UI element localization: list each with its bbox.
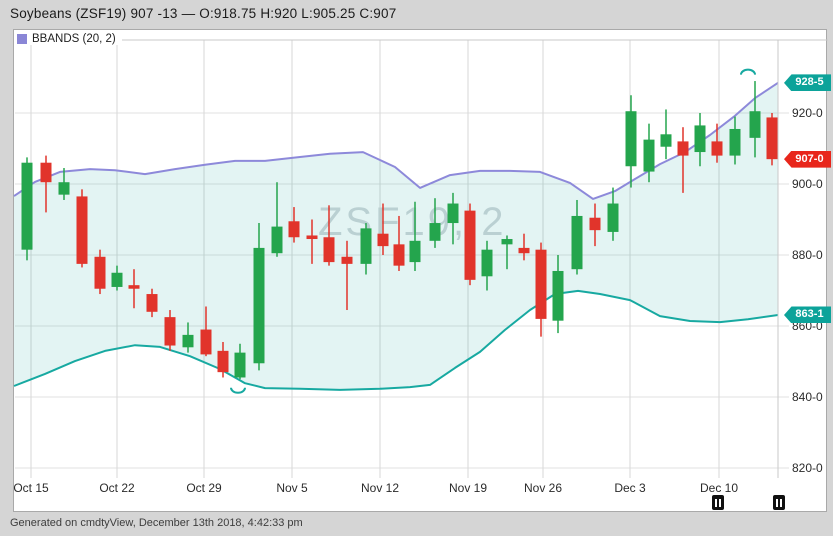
- bbands-fill-area: [14, 82, 778, 390]
- candle-body-nov23[interactable]: [518, 247, 530, 254]
- candle-body-dec13[interactable]: [766, 117, 778, 160]
- x-axis-tick-nov26: Nov 26: [523, 481, 563, 495]
- candle-body-nov14[interactable]: [409, 240, 421, 263]
- candle-body-oct26[interactable]: [182, 334, 194, 348]
- candle-body-nov5[interactable]: [288, 221, 300, 238]
- price-badge-907-0: 907-0: [784, 150, 831, 168]
- candle-body-oct19[interactable]: [94, 256, 106, 289]
- bbands-legend-label: BBANDS (20, 2): [32, 33, 116, 45]
- candle-body-oct23[interactable]: [128, 285, 140, 289]
- candle-body-oct18[interactable]: [76, 196, 88, 264]
- candle-body-nov2[interactable]: [271, 226, 283, 254]
- candle-body-nov29[interactable]: [589, 217, 601, 231]
- candle-body-dec3[interactable]: [625, 111, 637, 167]
- candle-body-nov16[interactable]: [447, 203, 459, 224]
- candle-body-nov27[interactable]: [552, 270, 564, 321]
- candle-body-nov12[interactable]: [377, 233, 389, 247]
- candle-body-dec11[interactable]: [729, 128, 741, 156]
- candle-body-dec4[interactable]: [643, 139, 655, 172]
- price-badge-928-5: 928-5: [784, 74, 831, 92]
- candle-body-dec5[interactable]: [660, 134, 672, 147]
- bbands-lower-line: [13, 289, 779, 391]
- candle-body-nov30[interactable]: [607, 203, 619, 232]
- candle-body-dec10[interactable]: [711, 141, 723, 156]
- candle-body-dec6[interactable]: [677, 141, 689, 156]
- candle-body-oct29[interactable]: [200, 329, 212, 355]
- y-axis-tick-840-0: 840-0: [792, 390, 823, 404]
- candle-body-oct17[interactable]: [58, 182, 70, 195]
- candle-body-oct30[interactable]: [217, 350, 229, 373]
- candle-body-nov26[interactable]: [535, 249, 547, 319]
- x-axis-tick-nov5: Nov 5: [276, 481, 308, 495]
- y-axis-tick-920-0: 920-0: [792, 106, 823, 120]
- candle-body-nov8[interactable]: [341, 256, 353, 264]
- chart-title: Soybeans (ZSF19) 907 -13 — O:918.75 H:92…: [10, 6, 397, 21]
- band-touch-arc-top: [740, 68, 756, 75]
- x-axis-tick-dec10: Dec 10: [699, 481, 739, 495]
- y-axis-tick-900-0: 900-0: [792, 177, 823, 191]
- candle-body-nov7[interactable]: [323, 237, 335, 263]
- band-touch-arc-bottom: [230, 387, 246, 394]
- y-axis-tick-880-0: 880-0: [792, 248, 823, 262]
- x-axis-tick-oct29: Oct 29: [186, 481, 222, 495]
- bbands-legend-swatch-icon: [17, 34, 27, 44]
- candle-body-dec7[interactable]: [694, 125, 706, 153]
- y-axis-tick-820-0: 820-0: [792, 461, 823, 475]
- chart-box: [13, 29, 827, 512]
- candle-body-nov13[interactable]: [393, 244, 405, 266]
- candle-body-nov6[interactable]: [306, 235, 318, 240]
- x-axis-tick-oct22: Oct 22: [99, 481, 135, 495]
- candle-body-nov9[interactable]: [360, 228, 372, 264]
- candle-body-oct31[interactable]: [234, 352, 246, 378]
- price-badge-863-1: 863-1: [784, 306, 831, 324]
- candle-body-nov15[interactable]: [429, 223, 441, 241]
- x-axis-tick-nov19: Nov 19: [448, 481, 488, 495]
- generated-footer: Generated on cmdtyView, December 13th 20…: [10, 517, 303, 529]
- pause-marker-icon[interactable]: [773, 495, 785, 510]
- pause-marker-icon[interactable]: [712, 495, 724, 510]
- candle-body-oct25[interactable]: [164, 317, 176, 346]
- x-axis-tick-dec3: Dec 3: [614, 481, 646, 495]
- bbands-upper-line: [13, 81, 779, 200]
- candle-body-oct16[interactable]: [40, 162, 52, 183]
- candle-body-nov1[interactable]: [253, 247, 265, 364]
- candle-body-oct15[interactable]: [21, 162, 33, 250]
- candle-body-nov28[interactable]: [571, 215, 583, 270]
- x-axis-tick-oct15: Oct 15: [13, 481, 49, 495]
- candle-body-nov20[interactable]: [481, 249, 493, 277]
- candle-body-nov21[interactable]: [501, 239, 513, 245]
- x-axis-tick-nov12: Nov 12: [360, 481, 400, 495]
- bbands-legend[interactable]: BBANDS (20, 2): [17, 33, 122, 45]
- candle-body-oct24[interactable]: [146, 294, 158, 312]
- candle-body-dec12[interactable]: [749, 111, 761, 138]
- candle-body-oct22[interactable]: [111, 272, 123, 287]
- candle-body-nov19[interactable]: [464, 210, 476, 280]
